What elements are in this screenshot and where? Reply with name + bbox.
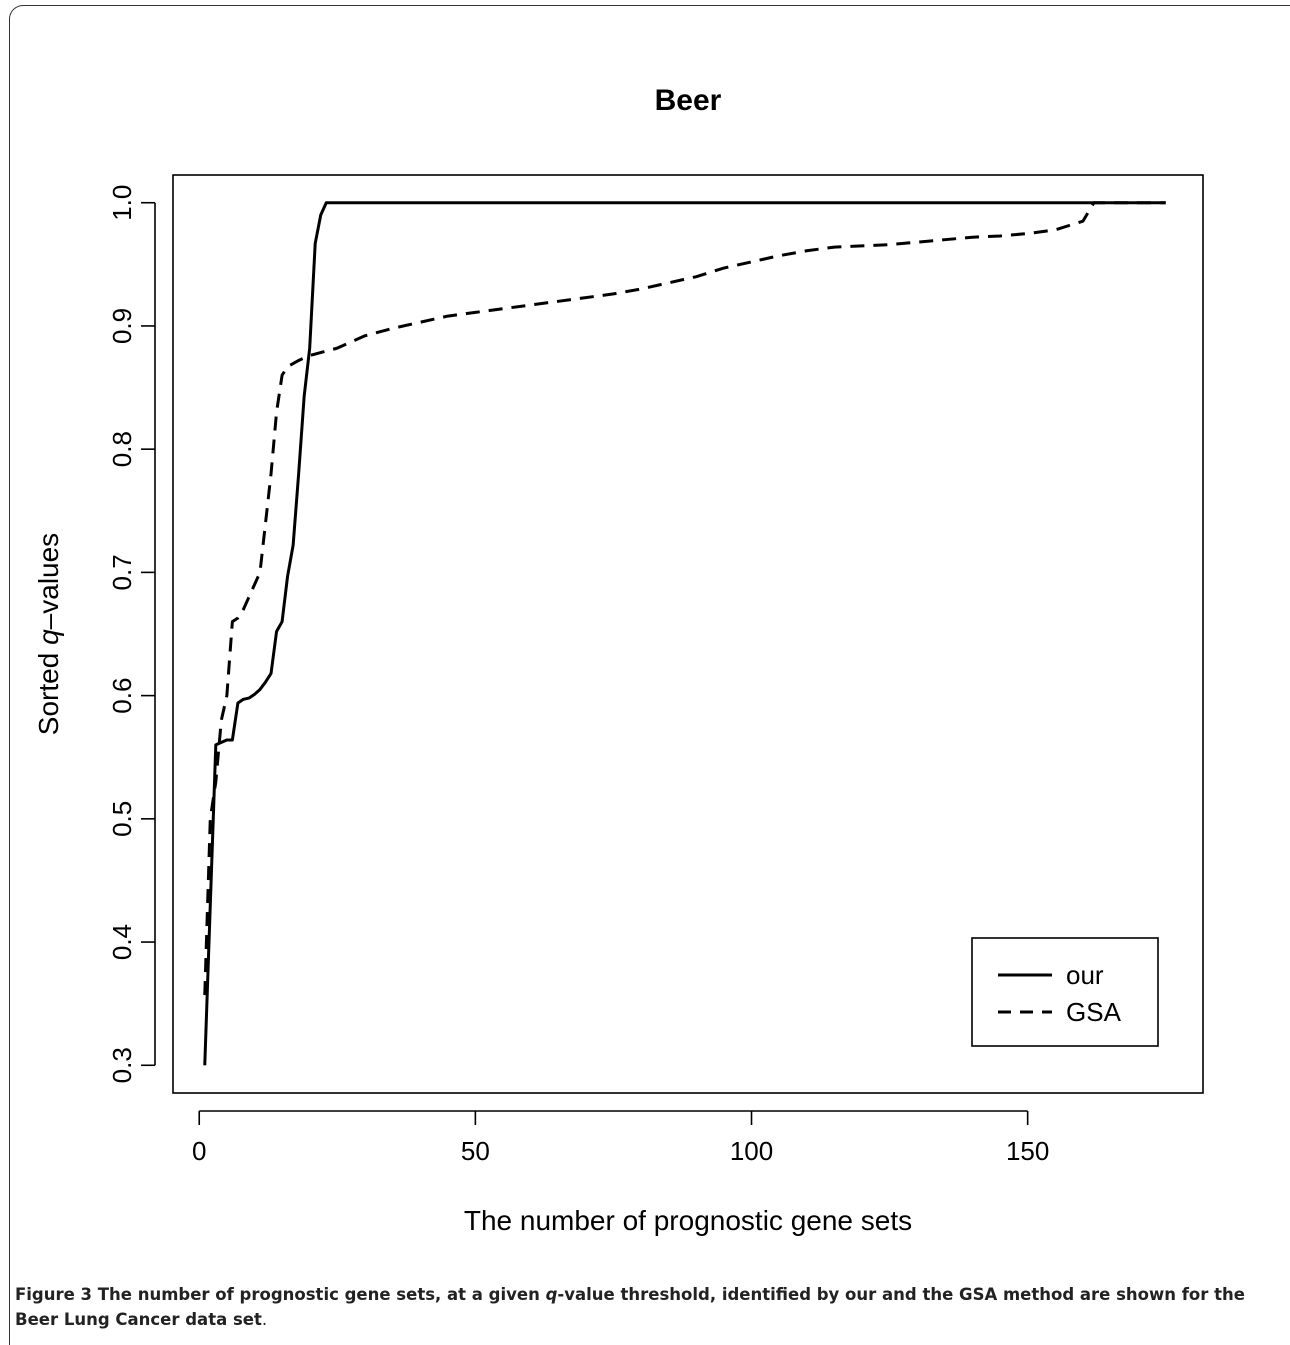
y-tick-label: 0.6 [107,678,137,714]
legend-label-our: our [1066,960,1104,990]
x-tick-label: 0 [192,1136,206,1166]
legend: our GSA [971,937,1159,1047]
figure-caption: Figure 3 The number of prognostic gene s… [15,1282,1280,1332]
caption-period: . [261,1310,268,1329]
x-tick-label: 100 [730,1136,773,1166]
caption-text-2: -value threshold, identified by our and … [15,1285,1245,1329]
chart-title: Beer [655,84,722,117]
y-axis-label-suffix: –values [33,533,64,630]
plot-area-box [172,174,1204,1094]
x-axis: 0 50 100 150 [192,1110,1049,1166]
x-tick-label: 150 [1006,1136,1049,1166]
y-tick-label: 1.0 [107,185,137,221]
series-line-our [203,201,1166,1066]
chart: Beer 0 50 100 150 0.30.40.50.60.70.80.91.0 … [33,84,1204,1236]
y-axis-label: Sorted q–values [33,533,64,735]
series-line-gsa [203,201,1166,996]
y-axis-label-italic: q [33,629,64,645]
legend-label-gsa: GSA [1066,997,1122,1027]
y-tick-label: 0.7 [107,554,137,590]
x-tick-label: 50 [461,1136,490,1166]
figure-frame [9,5,1290,1345]
x-axis-label: The number of prognostic gene sets [464,1205,912,1236]
caption-text-1: The number of prognostic gene sets, at a… [92,1285,546,1304]
y-tick-label: 0.4 [107,924,137,960]
y-tick-label: 0.9 [107,308,137,344]
y-tick-label: 0.3 [107,1047,137,1083]
y-axis-label-prefix: Sorted [33,645,64,735]
y-tick-label: 0.8 [107,431,137,467]
y-axis: 0.3 0.4 0.5 0.6 0.7 0.8 0.9 1.0 [107,185,156,1083]
series-layer [203,201,1166,1066]
caption-italic-q: q [545,1285,558,1304]
legend-box [971,937,1159,1047]
y-tick-label: 0.5 [107,801,137,837]
caption-label: Figure 3 [15,1285,93,1304]
